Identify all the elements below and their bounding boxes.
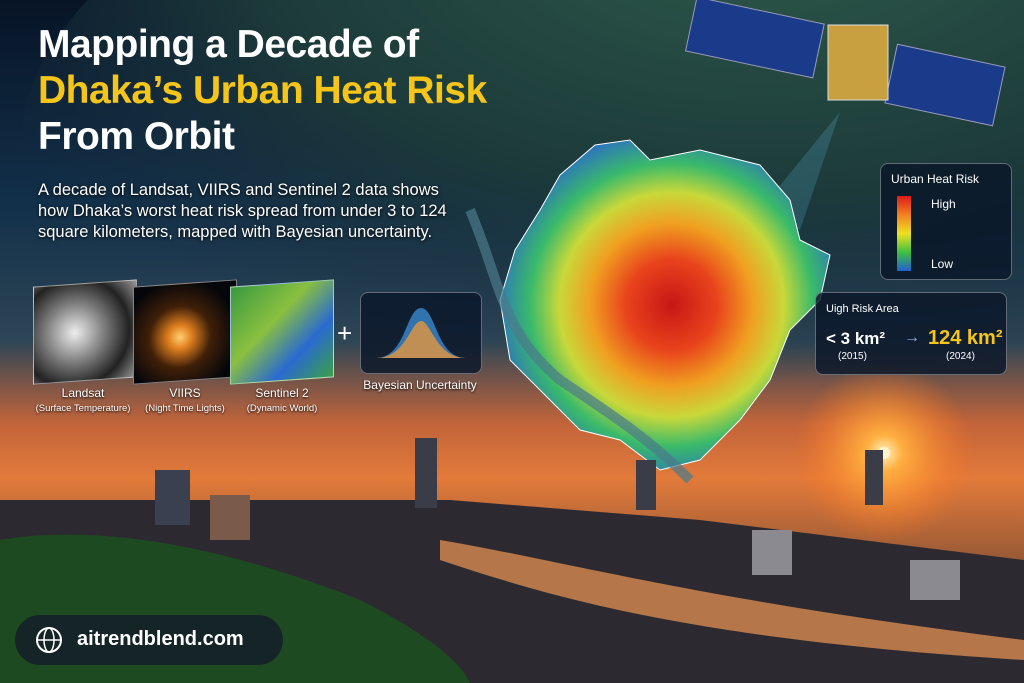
source-label: VIIRS (Night Time Lights): [145, 386, 225, 414]
sentinel-image: [230, 279, 334, 385]
footer-pill: aitrendblend.com: [15, 615, 283, 665]
risk-area-box: Uigh Risk Area < 3 km² (2015) → 124 km² …: [815, 292, 1007, 375]
building: [210, 495, 250, 540]
landsat-image: [33, 279, 137, 385]
building: [865, 450, 883, 505]
bell-curves: [376, 308, 466, 358]
title: Mapping a Decade of Dhaka’s Urban Heat R…: [38, 22, 487, 160]
bayesian-box: [360, 292, 482, 374]
footer-site: aitrendblend.com: [77, 628, 244, 650]
method-label: Bayesian Uncertainty: [363, 378, 477, 392]
satellite-body: [827, 24, 889, 101]
before-value: < 3 km²: [826, 329, 886, 348]
solar-panel: [685, 0, 825, 79]
title-line: Mapping a Decade of: [38, 23, 419, 66]
globe-icon: [36, 627, 62, 653]
solar-panel: [884, 43, 1006, 127]
after-value: 124 km²: [928, 327, 1003, 349]
heat-map: [499, 139, 831, 471]
source-label: Landsat (Surface Temperature): [35, 386, 131, 414]
viirs-image: [133, 279, 237, 385]
source-label: Sentinel 2 (Dynamic World): [246, 386, 318, 414]
building: [415, 438, 437, 508]
legend-scale: [897, 196, 911, 271]
legend: Urban Heat Risk High Low: [880, 163, 1012, 280]
legend-low: Low: [931, 257, 954, 271]
before-year: (2015): [838, 351, 867, 362]
subtitle: A decade of Landsat, VIIRS and Sentinel …: [38, 181, 447, 241]
legend-high: High: [931, 197, 956, 211]
river: [440, 540, 1024, 660]
river-map: [465, 208, 694, 484]
curve: [376, 321, 466, 358]
building: [752, 530, 792, 575]
satellite: [685, 0, 1006, 127]
building: [155, 470, 190, 525]
plus-sign: +: [337, 318, 353, 348]
risk-area-title: Uigh Risk Area: [826, 303, 899, 315]
after-year: (2024): [946, 351, 975, 362]
title-line: From Orbit: [38, 115, 235, 158]
building: [636, 460, 656, 510]
title-line-highlight: Dhaka’s Urban Heat Risk: [38, 69, 487, 112]
building: [910, 560, 960, 600]
arrow: →: [904, 329, 920, 346]
legend-title: Urban Heat Risk: [891, 172, 980, 186]
